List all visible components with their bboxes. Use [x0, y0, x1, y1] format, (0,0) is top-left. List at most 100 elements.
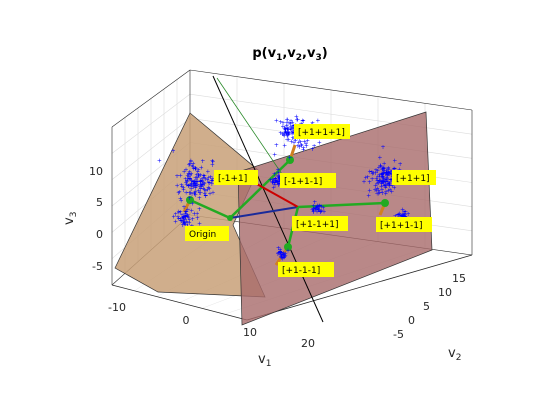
scatter-point: + [301, 146, 306, 153]
scatter-point: + [367, 169, 372, 176]
scatter-point: + [196, 167, 201, 174]
scatter-point: + [191, 165, 196, 172]
scatter-point: + [194, 182, 199, 189]
scatter-point: + [380, 178, 385, 185]
scatter-point: + [283, 253, 288, 260]
scatter-point: + [287, 154, 292, 161]
scatter-point: + [275, 251, 280, 258]
y-tick-label: 10 [438, 286, 452, 299]
scatter-point: + [311, 206, 316, 213]
scatter-point: + [403, 212, 408, 219]
scatter-point: + [294, 113, 299, 120]
scatter-point: + [275, 180, 280, 187]
scatter-point: + [371, 170, 376, 177]
scatter-point: + [282, 133, 287, 140]
scatter-point: + [275, 179, 280, 186]
scatter-point: + [200, 178, 205, 185]
vector-green [297, 201, 386, 209]
scatter-point: + [278, 247, 283, 254]
scatter-point: + [178, 196, 183, 203]
scatter-point: + [197, 206, 202, 213]
x-tick-label: -10 [108, 301, 126, 314]
scatter-point: + [276, 173, 281, 180]
scatter-point: + [400, 213, 405, 220]
scatter-point: + [392, 185, 397, 192]
scatter-point: + [302, 138, 307, 145]
scatter-point: + [374, 188, 379, 195]
vertex-label: Origin [185, 226, 229, 241]
scatter-point: + [285, 125, 290, 132]
scatter-point: + [188, 157, 193, 164]
scatter-point: + [311, 206, 316, 213]
scatter-point: + [185, 212, 190, 219]
scatter-point: + [202, 181, 207, 188]
scatter-point: + [192, 183, 197, 190]
scatter-point: + [181, 219, 186, 226]
scatter-point: + [380, 166, 385, 173]
title-sub-1: 1 [276, 53, 282, 63]
scatter-point: + [316, 207, 321, 214]
scatter-point: + [184, 182, 189, 189]
svg-text:[-1+1]: [-1+1] [218, 174, 247, 184]
scatter-point: + [186, 183, 191, 190]
scatter-point: + [381, 176, 386, 183]
scatter-point: + [298, 139, 303, 146]
scatter-point: + [210, 176, 215, 183]
scatter-point: + [284, 130, 289, 137]
scatter-point: + [183, 211, 188, 218]
vector-green [189, 198, 231, 220]
scatter-point: + [383, 190, 388, 197]
scatter-point: + [280, 124, 285, 131]
scatter-point: + [285, 126, 290, 133]
scatter-point: + [312, 199, 317, 206]
scatter-point: + [176, 215, 181, 222]
intersection-line-accent [216, 77, 289, 184]
title-part: ,v [282, 46, 296, 61]
scatter-point: + [192, 179, 197, 186]
scatter-point: + [380, 171, 385, 178]
scatter-point: + [379, 183, 384, 190]
scatter-point: + [318, 209, 323, 216]
scatter-point: + [271, 185, 276, 192]
scatter-point: + [285, 116, 290, 123]
scatter-point: + [315, 203, 320, 210]
scatter-point: + [383, 179, 388, 186]
scatter-point: + [183, 176, 188, 183]
scatter-point: + [363, 174, 368, 181]
scatter-point: + [268, 177, 273, 184]
scatter-point: + [281, 131, 286, 138]
scatter-point: + [189, 171, 194, 178]
scatter-point: + [193, 192, 198, 199]
scatter-point: + [310, 146, 315, 153]
scatter-point: + [274, 117, 279, 124]
scatter-point: + [291, 129, 296, 136]
scatter-point: + [202, 191, 207, 198]
scatter-point: + [317, 203, 322, 210]
scatter-point: + [181, 185, 186, 192]
scatter-point: + [285, 132, 290, 139]
scatter-point: + [277, 179, 282, 186]
scatter-point: + [176, 209, 181, 216]
scatter-point: + [203, 176, 208, 183]
scatter-point: + [210, 162, 215, 169]
scatter-point: + [276, 175, 281, 182]
scatter-point: + [276, 173, 281, 180]
scatter-point: + [202, 173, 207, 180]
scatter-point: + [399, 213, 404, 220]
scatter-point: + [281, 253, 286, 260]
scatter-point: + [184, 219, 189, 226]
scatter-point: + [279, 252, 284, 259]
scatter-point: + [193, 189, 198, 196]
svg-text:Origin: Origin [189, 230, 216, 240]
scatter-point: + [317, 207, 322, 214]
scatter-point: + [210, 178, 215, 185]
x-tick-label: 10 [243, 326, 257, 339]
scatter-point: + [382, 168, 387, 175]
scatter-point: + [189, 186, 194, 193]
scatter-point: + [282, 254, 287, 261]
scatter-point: + [280, 120, 285, 127]
scatter-point: + [187, 220, 192, 227]
scatter-point: + [316, 207, 321, 214]
title-sub-2: 2 [296, 53, 302, 63]
scatter-point: + [383, 182, 388, 189]
